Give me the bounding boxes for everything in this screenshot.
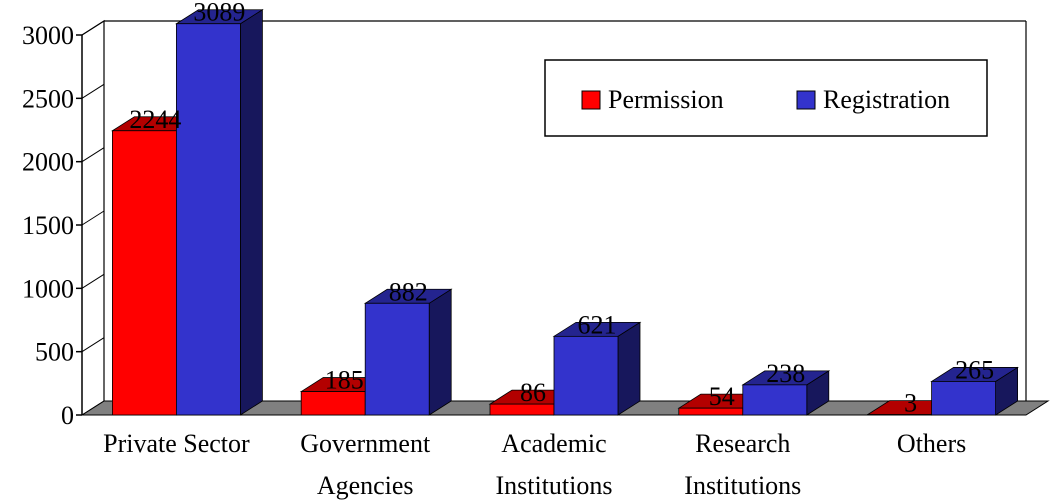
bar-registration-3 [741, 370, 831, 416]
y-tick-depth [81, 273, 105, 289]
bar-side [617, 321, 641, 416]
data-label: 238 [766, 359, 805, 388]
y-tick-label: 0 [61, 401, 74, 430]
x-axis: Private Sector Government Agencies Academic… [103, 429, 966, 500]
bar-registration-1 [363, 288, 453, 416]
data-label: 3089 [193, 0, 245, 27]
bar-registration-4 [930, 366, 1019, 416]
data-label: 2244 [129, 105, 181, 134]
bar-front [553, 335, 619, 416]
data-label: 265 [955, 355, 994, 384]
data-label: 3 [904, 389, 917, 418]
y-tick-label: 2500 [22, 84, 74, 113]
bars [111, 8, 1019, 416]
y-axis: 0 500 1000 1500 2000 2500 3000 [22, 20, 105, 430]
y-tick-label: 1500 [22, 211, 74, 240]
legend-box [544, 59, 988, 137]
x-category-label: Private Sector [103, 429, 250, 458]
bar-side [239, 8, 263, 416]
legend: Permission Registration [544, 59, 988, 137]
bar-side [428, 288, 452, 416]
bar-front [931, 381, 996, 416]
y-tick-depth [81, 337, 105, 353]
data-labels: 2244 3089 185 882 86 621 54 238 3 265 [129, 0, 994, 418]
bar-registration-2 [552, 321, 642, 416]
y-tick-label: 2000 [22, 148, 74, 177]
data-label: 621 [578, 310, 617, 339]
x-category-label: Academic Institutions [495, 429, 612, 500]
x-category-label: Government Agencies [300, 429, 431, 500]
bar-front [112, 130, 177, 416]
y-tick-label: 3000 [22, 21, 74, 50]
y-tick-label: 500 [35, 338, 74, 367]
y-tick-depth [81, 20, 105, 36]
bar-front [300, 391, 366, 416]
legend-label-permission: Permission [608, 85, 724, 114]
data-label: 185 [325, 366, 364, 395]
side-wall-edge [81, 19, 105, 401]
legend-swatch-registration [796, 90, 816, 110]
y-tick-label: 1000 [22, 274, 74, 303]
y-tick-depth [81, 83, 105, 99]
bar-front [742, 384, 808, 416]
data-label: 882 [389, 277, 428, 306]
data-label: 86 [520, 378, 546, 407]
legend-swatch-permission [581, 90, 601, 110]
data-label: 54 [709, 382, 735, 411]
bar-front [175, 23, 241, 416]
y-tick-depth [81, 400, 105, 416]
bar-front [364, 302, 430, 416]
x-category-label: Others [897, 429, 966, 458]
legend-label-registration: Registration [823, 85, 950, 114]
y-tick-depth [81, 210, 105, 226]
x-category-label: Research Institutions [684, 429, 801, 500]
bar-registration-0 [175, 8, 264, 416]
y-tick-depth [81, 147, 105, 163]
